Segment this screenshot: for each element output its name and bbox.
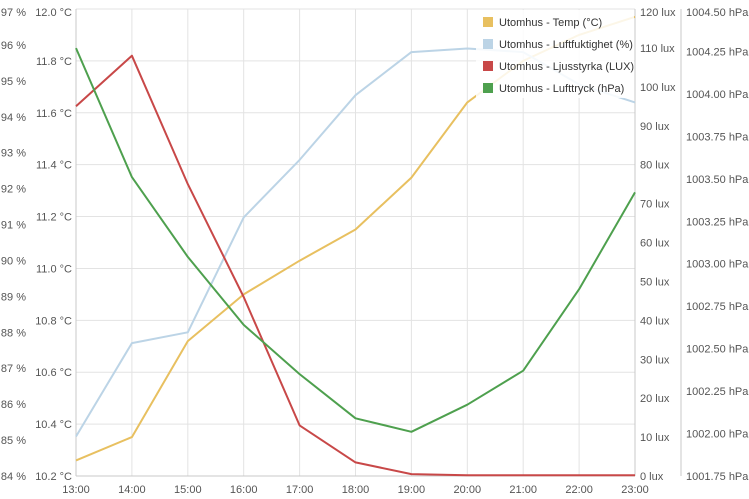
tick-label: 91 % [1,220,26,232]
x-tick-label: 14:00 [118,484,146,496]
humidity-axis: 84 % 85 % 86 % 87 % 88 % 89 % 90 % 91 % 92 % 93 %… [1,7,26,483]
tick-label: 95 % [1,76,26,88]
tick-label: 120 lux [640,7,676,19]
tick-label: 88 % [1,327,26,339]
tick-label: 1003.50 hPa [686,174,749,186]
pressure-axis: 1001.75 hPa 1002.00 hPa 1002.25 hPa 1002.50… [686,7,749,483]
legend-label: Utomhus - Temp (°C) [499,17,602,29]
tick-label: 11.2 °C [36,212,72,224]
x-tick-label: 21:00 [509,484,537,496]
tick-label: 86 % [1,399,26,411]
tick-label: 110 lux [640,43,675,55]
tick-label: 90 lux [640,121,670,133]
time-axis: 13:00 14:00 15:00 16:00 17:00 18:00 19:00 20:00… [62,484,649,496]
tick-label: 0 lux [640,471,664,483]
tick-label: 90 % [1,255,26,267]
tick-label: 1003.25 hPa [686,216,749,228]
tick-label: 60 lux [640,238,670,250]
tick-label: 1002.00 hPa [686,429,749,441]
x-tick-label: 15:00 [174,484,202,496]
tick-label: 1002.50 hPa [686,344,749,356]
x-tick-label: 20:00 [454,484,482,496]
tick-label: 96 % [1,40,26,52]
legend-label: Utomhus - Ljusstyrka (LUX) [499,61,634,73]
tick-label: 11.6 °C [36,108,72,120]
x-tick-label: 22:00 [565,484,593,496]
tick-label: 93 % [1,148,26,160]
x-tick-label: 19:00 [398,484,426,496]
tick-label: 11.0 °C [36,263,72,275]
legend-label: Utomhus - Lufttryck (hPa) [499,83,624,95]
x-tick-label: 13:00 [62,484,90,496]
tick-label: 1004.00 hPa [686,89,749,101]
tick-label: 10.4 °C [35,419,72,431]
tick-label: 1001.75 hPa [686,471,749,483]
grid [75,8,682,477]
tick-label: 11.8 °C [36,56,72,68]
legend-swatch [483,83,493,93]
x-tick-label: 17:00 [286,484,314,496]
tick-label: 1002.75 hPa [686,301,749,313]
tick-label: 97 % [1,7,26,19]
tick-label: 1003.00 hPa [686,259,749,271]
tick-label: 30 lux [640,354,670,366]
legend: Utomhus - Temp (°C) Utomhus - Luftfuktigh… [476,10,634,98]
lux-axis: 0 lux 10 lux 20 lux 30 lux 40 lux 50 lux 60 lu… [640,7,676,483]
tick-label: 20 lux [640,393,670,405]
legend-label: Utomhus - Luftfuktighet (%) [499,39,633,51]
tick-label: 1002.25 hPa [686,386,749,398]
legend-swatch [483,17,493,27]
tick-label: 10.2 °C [35,471,72,483]
tick-label: 12.0 °C [35,7,72,19]
tick-label: 10.6 °C [35,367,72,379]
series-line [75,54,635,477]
legend-background [476,10,634,98]
tick-label: 40 lux [640,315,670,327]
tick-label: 92 % [1,184,26,196]
tick-label: 94 % [1,112,26,124]
series-line [75,47,636,433]
legend-swatch [483,61,493,71]
tick-label: 1003.75 hPa [686,131,749,143]
tick-label: 70 lux [640,199,670,211]
tick-label: 100 lux [640,82,676,94]
legend-swatch [483,39,493,49]
tick-label: 1004.50 hPa [686,7,749,19]
tick-label: 11.4 °C [36,160,72,172]
tick-label: 10.8 °C [35,315,72,327]
tick-label: 87 % [1,363,26,375]
x-tick-label: 18:00 [342,484,370,496]
tick-label: 50 lux [640,276,670,288]
temperature-axis: 10.2 °C 10.4 °C 10.6 °C 10.8 °C 11.0 °C 11.2 … [35,7,72,483]
tick-label: 84 % [1,471,26,483]
tick-label: 1004.25 hPa [686,46,749,58]
x-tick-label: 23:00 [621,484,649,496]
tick-label: 89 % [1,291,26,303]
x-tick-label: 16:00 [230,484,258,496]
tick-label: 10 lux [640,432,670,444]
tick-label: 80 lux [640,160,670,172]
tick-label: 85 % [1,435,26,447]
